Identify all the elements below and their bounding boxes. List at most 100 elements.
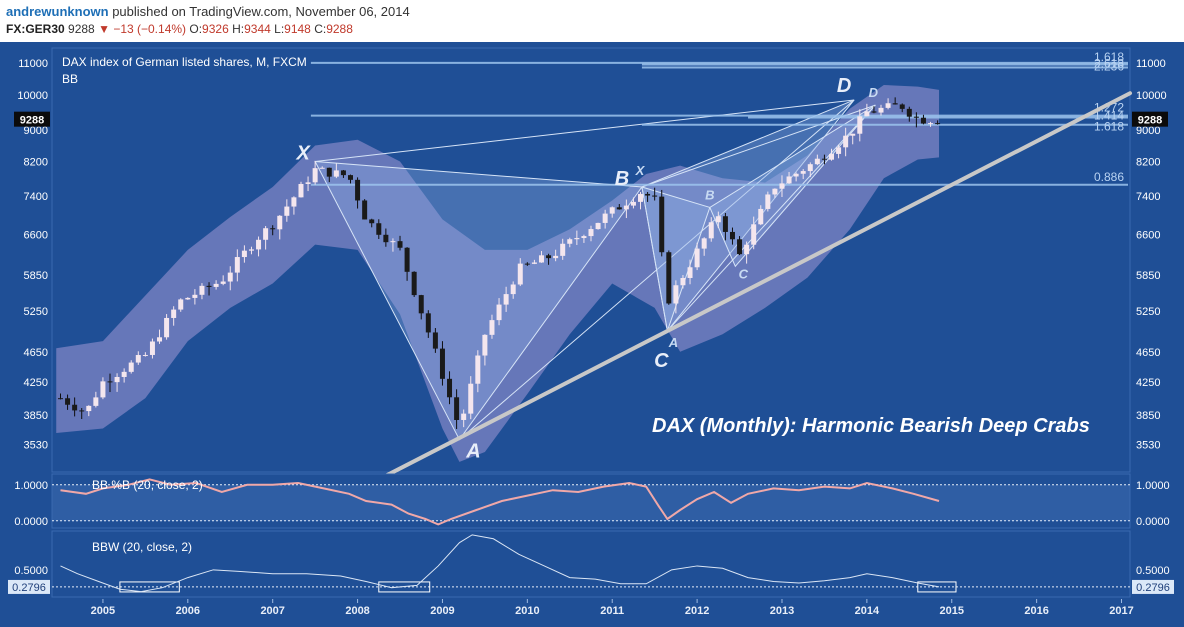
- bbw-pane-frame: [51, 530, 1131, 598]
- candle-body-10: [128, 362, 134, 372]
- chart-annotation: DAX (Monthly): Harmonic Bearish Deep Cra…: [652, 415, 1090, 437]
- percent-b-tick-1-left: 1.0000: [14, 480, 48, 492]
- candle-body-60: [482, 334, 488, 356]
- candle-body-54: [439, 348, 445, 379]
- candle-body-43: [362, 200, 368, 220]
- right-price-tick-4: 7400: [1136, 191, 1160, 203]
- left-price-tick-11: 3530: [24, 439, 48, 451]
- bollinger-band-area: [56, 84, 940, 462]
- candle-body-86: [666, 252, 672, 304]
- pattern-1-label-b: B: [615, 168, 629, 190]
- candle-body-73: [574, 238, 580, 240]
- candle-body-29: [263, 228, 269, 240]
- pattern-2-ad-line: [667, 104, 876, 332]
- candle-body-77: [602, 213, 608, 223]
- symbol-label[interactable]: FX:GER30: [6, 22, 65, 36]
- quote-line: FX:GER30 9288 ▼ −13 (−0.14%) O:9326 H:93…: [6, 22, 353, 36]
- time-tick-2006: 2006: [176, 605, 200, 617]
- bbw-tick-right: 0.5000: [1136, 565, 1170, 577]
- candle-body-98: [751, 224, 757, 245]
- time-tick-2005: 2005: [91, 605, 115, 617]
- candle-body-64: [510, 284, 516, 295]
- candle-body-21: [206, 285, 212, 287]
- right-price-tick-0: 11000: [1136, 58, 1166, 70]
- candle-body-70: [553, 255, 559, 259]
- candle-body-111: [843, 135, 849, 148]
- bbw-pane[interactable]: BBW (20, close, 2) 0.5000 0.5000 0.2796 …: [8, 530, 1174, 598]
- price-change: −13 (−0.14%): [113, 22, 187, 36]
- left-price-tick-7: 5250: [24, 306, 48, 318]
- candle-body-0: [57, 398, 63, 400]
- time-tick-2016: 2016: [1024, 605, 1048, 617]
- candle-body-68: [538, 255, 544, 263]
- percent-b-pane[interactable]: BB %B (20, close, 2) 1.0000 0.0000 1.000…: [14, 473, 1170, 529]
- candle-body-99: [758, 208, 764, 225]
- candle-body-78: [609, 207, 615, 214]
- bbw-value-right: 0.2796: [1136, 582, 1170, 594]
- last-price-badge-right-bg: [1132, 111, 1168, 127]
- fib-level-label-3: 1.272: [1094, 101, 1124, 115]
- fib-level-label-1: 2.236: [1094, 59, 1124, 73]
- time-tick-2017: 2017: [1109, 605, 1133, 617]
- candle-body-81: [630, 201, 636, 206]
- fib-level-label-2: 2.618: [1094, 57, 1124, 71]
- pattern-2-label-b: B: [705, 187, 714, 202]
- bbw-squeeze-box-1: [378, 581, 431, 593]
- candle-body-59: [475, 355, 481, 384]
- candle-body-52: [425, 313, 431, 333]
- time-tick-2015: 2015: [940, 605, 964, 617]
- right-price-tick-3: 8200: [1136, 156, 1160, 168]
- candle-body-34: [298, 183, 304, 198]
- left-price-tick-3: 8200: [24, 156, 48, 168]
- candle-body-22: [213, 283, 219, 287]
- right-price-axis: 11000 10000 9000 8200 7400 6600 5850 5250 4650 42…: [1132, 58, 1168, 451]
- candle-body-113: [857, 116, 863, 134]
- candle-body-24: [227, 272, 233, 282]
- candle-body-101: [772, 188, 778, 195]
- down-arrow-icon: ▼: [98, 22, 110, 36]
- pattern-1-label-x: X: [295, 142, 311, 164]
- candle-body-46: [383, 234, 389, 243]
- candle-body-105: [800, 171, 806, 174]
- candle-body-26: [241, 250, 247, 258]
- candle-body-25: [234, 257, 240, 273]
- candle-body-33: [291, 197, 297, 207]
- candle-body-116: [878, 107, 884, 113]
- candle-body-65: [517, 263, 523, 285]
- candle-body-82: [638, 193, 644, 202]
- publish-line: andrewunknown published on TradingView.c…: [6, 4, 410, 19]
- left-price-tick-6: 5850: [24, 270, 48, 282]
- candle-body-47: [390, 241, 396, 243]
- left-price-tick-4: 7400: [24, 191, 48, 203]
- bbw-squeeze-box-0: [119, 581, 180, 593]
- pattern-1-xab-triangle: [314, 160, 643, 441]
- candle-body-76: [595, 222, 601, 230]
- candle-body-66: [524, 263, 530, 265]
- candle-body-83: [645, 193, 651, 196]
- candle-body-97: [744, 244, 750, 255]
- candle-body-57: [461, 413, 467, 420]
- left-price-tick-0: 11000: [18, 58, 48, 70]
- fib-level-label-5: 1.618: [1094, 120, 1124, 134]
- bbw-series: [60, 534, 940, 593]
- candle-body-32: [284, 206, 290, 216]
- percent-b-band: [52, 484, 1130, 521]
- author-link[interactable]: andrewunknown: [6, 4, 109, 19]
- bbw-value-badge-left: [8, 579, 50, 594]
- candle-body-41: [348, 175, 354, 180]
- low-label: L:: [274, 22, 285, 36]
- left-price-tick-5: 6600: [24, 229, 48, 241]
- candle-body-5: [93, 397, 99, 406]
- candle-body-93: [715, 216, 721, 223]
- candle-body-122: [920, 117, 926, 124]
- fib-level-label-6: 0.886: [1094, 170, 1124, 184]
- last-price: 9288: [68, 22, 95, 36]
- candle-body-121: [913, 116, 919, 118]
- right-price-tick-6: 5850: [1136, 270, 1160, 282]
- candle-body-92: [708, 222, 714, 239]
- candle-body-13: [149, 341, 155, 355]
- bollinger-band-layer: [56, 84, 940, 462]
- candle-body-104: [793, 173, 799, 177]
